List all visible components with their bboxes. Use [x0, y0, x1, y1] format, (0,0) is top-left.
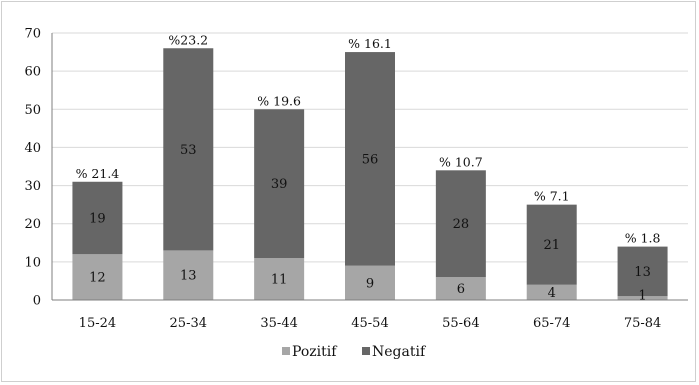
bar-segment-pozitif — [526, 284, 577, 300]
data-labels: 12 19 % 21.4 13 53 %23.2 11 39 % 19.6 9 56 % 16.1 6 2… — [76, 32, 661, 303]
data-label-pozitif: 11 — [271, 273, 288, 288]
y-tick-label: 10 — [24, 255, 41, 270]
bar-segment-pozitif — [435, 277, 486, 300]
percentage-annotation: % 16.1 — [348, 36, 392, 51]
data-label-negatif: 13 — [634, 265, 651, 280]
x-tick-label: 65-74 — [533, 316, 570, 331]
percentage-annotation: % 1.8 — [625, 231, 661, 246]
y-tick-label: 50 — [24, 103, 41, 118]
data-label-negatif: 19 — [89, 211, 106, 226]
data-label-pozitif: 13 — [180, 269, 197, 284]
bar-segment-negatif — [254, 109, 305, 259]
data-label-pozitif: 1 — [638, 289, 646, 304]
legend-label-pozitif: Pozitif — [292, 344, 338, 360]
data-label-negatif: 39 — [271, 177, 288, 192]
x-tick-label: 25-34 — [170, 316, 207, 331]
legend-swatch-negatif — [362, 347, 370, 355]
x-tick-label: 55-64 — [442, 316, 479, 331]
y-tick-label: 0 — [33, 294, 41, 309]
x-tick-label: 75-84 — [624, 316, 661, 331]
data-label-negatif: 53 — [180, 143, 197, 158]
percentage-annotation: % 10.7 — [439, 154, 483, 169]
data-label-negatif: 28 — [453, 217, 470, 232]
x-tick-label: 15-24 — [79, 316, 116, 331]
bar-segment-negatif — [163, 48, 214, 251]
y-tick-label: 40 — [24, 141, 41, 156]
bar-segment-negatif — [345, 52, 395, 266]
legend: Pozitif Negatif — [282, 344, 427, 360]
bar-segment-pozitif — [617, 296, 668, 300]
y-tick-label: 20 — [24, 217, 41, 232]
data-label-pozitif: 12 — [89, 271, 106, 286]
x-tick-label: 45-54 — [351, 316, 388, 331]
legend-label-negatif: Negatif — [372, 344, 427, 360]
bar-segment-negatif — [435, 170, 486, 278]
y-tick-label: 30 — [24, 179, 41, 194]
bar-segment-pozitif — [72, 254, 123, 300]
data-label-pozitif: 9 — [366, 276, 374, 291]
data-label-negatif: 56 — [362, 152, 379, 167]
data-label-negatif: 21 — [543, 238, 560, 253]
bar-segment-pozitif — [345, 265, 395, 300]
bar-segment-pozitif — [254, 258, 305, 300]
data-label-pozitif: 4 — [548, 286, 556, 301]
bar-segment-negatif — [617, 246, 668, 297]
percentage-annotation: % 19.6 — [257, 93, 301, 108]
bar-segment-negatif — [72, 181, 123, 255]
bar-segment-pozitif — [163, 250, 214, 300]
bars — [72, 48, 668, 300]
data-label-pozitif: 6 — [457, 282, 465, 297]
gridlines — [52, 32, 688, 263]
y-tick-label: 70 — [24, 27, 41, 42]
legend-swatch-pozitif — [282, 347, 290, 355]
percentage-annotation: %23.2 — [168, 32, 208, 47]
axes: 0 10 20 30 40 50 60 70 15-24 25-34 35-44 45-54 55-64… — [24, 27, 688, 331]
percentage-annotation: % 21.4 — [76, 166, 120, 181]
bar-segment-negatif — [526, 204, 577, 285]
x-tick-label: 35-44 — [260, 316, 297, 331]
y-tick-label: 60 — [24, 65, 41, 80]
percentage-annotation: % 7.1 — [534, 189, 570, 204]
